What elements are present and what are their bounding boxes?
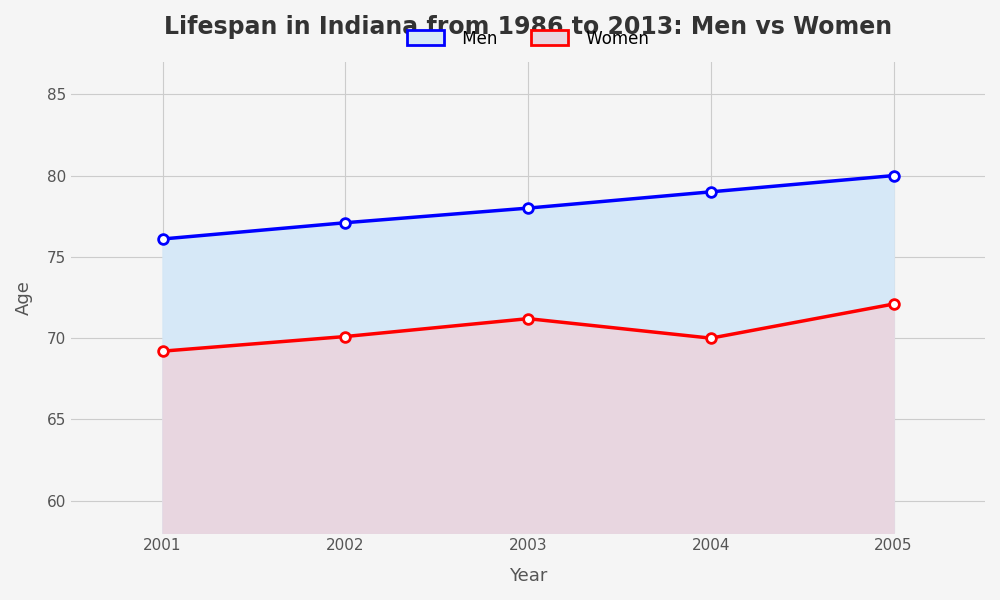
Legend:  Men,  Women: Men, Women [401, 23, 656, 54]
X-axis label: Year: Year [509, 567, 547, 585]
Title: Lifespan in Indiana from 1986 to 2013: Men vs Women: Lifespan in Indiana from 1986 to 2013: M… [164, 15, 892, 39]
Y-axis label: Age: Age [15, 280, 33, 315]
